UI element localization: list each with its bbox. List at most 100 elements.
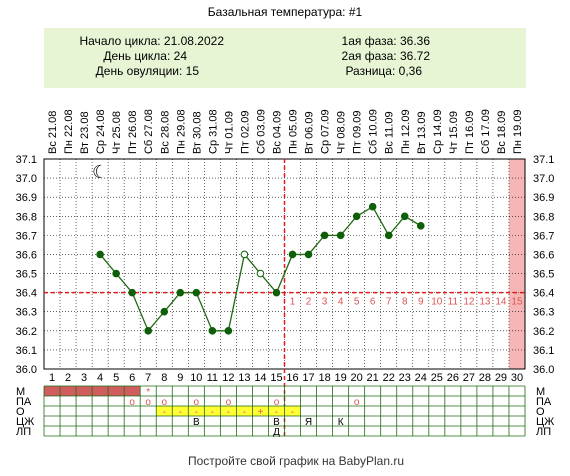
menses-cell [92,386,109,396]
date-label: Чт 01.09 [223,111,235,154]
temperature-point [96,250,104,259]
y-tick-label-right: 36.5 [533,269,554,281]
row-mark: В [193,417,200,428]
date-label: Чт 15.09 [448,111,460,154]
row-mark: Д [273,427,280,438]
temperature-point [288,250,297,259]
temperature-point [112,269,120,278]
row-mark: - [227,407,230,418]
row-mark: - [195,407,198,418]
luteal-day-label: 8 [402,297,408,308]
temperature-point [320,231,329,240]
temperature-line [99,205,422,333]
day-number: 16 [286,372,298,384]
date-label: Пн 29.08 [175,109,187,154]
date-label: Сб 17.09 [480,109,492,154]
date-label: Сб 03.09 [255,109,267,154]
row-mark: К [338,417,344,428]
day-number: 21 [367,372,379,384]
temperature-point [192,288,201,297]
row-label-left: ЦЖ [16,416,34,428]
y-tick-label-right: 36.8 [533,211,554,223]
day-number: 3 [81,372,87,384]
date-label: Пт 16.09 [464,110,476,154]
phase-difference: Разница: 0,36 [345,64,422,78]
date-label: Вс 21.08 [47,111,59,154]
y-tick-label-right: 36.6 [533,249,554,261]
y-tick-label-left: 37.0 [16,173,37,185]
y-tick-label-left: 36.7 [16,230,37,242]
date-label: Сб 10.09 [368,109,380,154]
row-label-right: М [536,386,545,398]
row-mark: o [354,397,360,408]
temperature-point [160,307,169,316]
temperature-point [400,212,409,221]
day-number: 2 [65,372,71,384]
y-tick-label-left: 36.2 [16,326,37,338]
row-mark: o [129,397,135,408]
menses-cell [108,386,125,396]
temperature-point [336,231,345,240]
ovulation-day: День овуляции: 15 [96,64,200,78]
row-label-left: ЛП [16,426,31,438]
y-tick-label-right: 37.1 [533,154,554,166]
luteal-day-label: 5 [354,297,360,308]
row-label-right: ПА [536,396,552,408]
day-number: 9 [177,372,183,384]
day-number: 20 [351,372,363,384]
day-number: 17 [302,372,314,384]
day-number: 25 [431,372,443,384]
date-label: Вс 11.09 [384,111,396,154]
date-label: Пт 09.09 [352,110,364,154]
date-label: Вс 28.08 [159,111,171,154]
row-label-right: ЦЖ [536,416,554,428]
forecast-column [508,159,525,369]
footer-link[interactable]: Постройте свой график на BabyPlan.ru [188,454,404,468]
temperature-point [144,327,153,335]
phase2-temp: 2ая фаза: 36.72 [342,49,431,63]
y-tick-label-left: 36.5 [16,269,37,281]
date-label: Пт 26.08 [127,110,139,154]
date-label: Пн 05.09 [288,109,300,154]
luteal-day-label: 15 [511,297,523,308]
chart-body: 37.1 37.1 37.0 37.0 36.9 36.9 36.8 36.8 36.7 36.7… [16,109,555,438]
row-mark: - [163,407,166,418]
day-number: 11 [207,372,218,384]
y-tick-label-left: 37.1 [16,154,37,166]
day-number: 5 [113,372,119,384]
temperature-point [368,202,377,211]
day-number: 28 [479,372,491,384]
cycle-day: День цикла: 24 [103,49,187,63]
date-label: Ср 14.09 [432,109,444,154]
row-mark: - [275,407,278,418]
y-tick-label-right: 36.3 [533,307,554,319]
row-label-right: ЛП [536,426,551,438]
day-number: 18 [318,372,330,384]
day-number: 7 [145,372,151,384]
temperature-point [352,212,361,221]
luteal-day-label: 7 [386,297,392,308]
date-label: Вт 23.08 [79,111,91,154]
temperature-point [224,327,233,335]
row-mark: - [179,407,182,418]
row-label-right: О [536,406,545,418]
day-number: 8 [161,372,167,384]
temperature-point [416,222,425,230]
day-number: 24 [415,372,427,384]
day-number: 12 [222,372,234,384]
row-mark: В [273,417,280,428]
y-tick-label-left: 36.8 [16,211,37,223]
row-mark: o [194,397,200,408]
y-tick-label-right: 37.0 [533,173,554,185]
date-label: Ср 31.08 [207,109,219,154]
day-number: 1 [49,372,55,384]
date-label: Чт 08.09 [336,111,348,154]
moon-icon: ☾ [92,162,108,182]
row-mark: - [243,407,246,418]
luteal-day-label: 3 [322,297,328,308]
row-label-left: М [16,386,25,398]
day-number: 30 [511,372,523,384]
day-number: 14 [254,372,266,384]
date-label: Вт 13.09 [416,111,428,154]
